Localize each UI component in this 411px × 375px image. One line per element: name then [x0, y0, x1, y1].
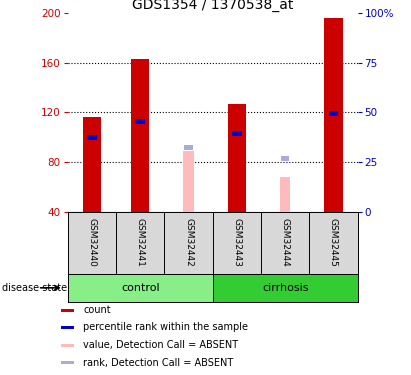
- Text: GSM32441: GSM32441: [136, 218, 145, 267]
- Bar: [329, 111, 338, 116]
- Bar: [87, 135, 97, 140]
- Bar: [61, 362, 74, 364]
- Text: control: control: [121, 283, 159, 293]
- Bar: [228, 104, 246, 212]
- Bar: [324, 18, 343, 212]
- Text: GSM32443: GSM32443: [232, 218, 241, 267]
- Bar: [61, 326, 74, 329]
- Bar: [213, 274, 358, 302]
- Bar: [61, 344, 74, 346]
- Bar: [68, 274, 213, 302]
- Bar: [136, 119, 145, 124]
- Bar: [83, 117, 101, 212]
- Text: GSM32444: GSM32444: [281, 218, 290, 267]
- Text: GSM32445: GSM32445: [329, 218, 338, 267]
- Bar: [280, 177, 291, 212]
- Bar: [232, 131, 242, 136]
- Text: rank, Detection Call = ABSENT: rank, Detection Call = ABSENT: [83, 358, 234, 368]
- Text: percentile rank within the sample: percentile rank within the sample: [83, 322, 248, 333]
- Bar: [184, 145, 193, 150]
- Bar: [281, 156, 289, 161]
- Text: value, Detection Call = ABSENT: value, Detection Call = ABSENT: [83, 340, 238, 350]
- Bar: [61, 309, 74, 312]
- Bar: [131, 59, 150, 212]
- Text: disease state: disease state: [2, 283, 67, 293]
- Text: GSM32440: GSM32440: [88, 218, 97, 267]
- Text: cirrhosis: cirrhosis: [262, 283, 308, 293]
- Title: GDS1354 / 1370538_at: GDS1354 / 1370538_at: [132, 0, 293, 12]
- Text: count: count: [83, 305, 111, 315]
- Bar: [183, 151, 194, 212]
- Text: GSM32442: GSM32442: [184, 218, 193, 267]
